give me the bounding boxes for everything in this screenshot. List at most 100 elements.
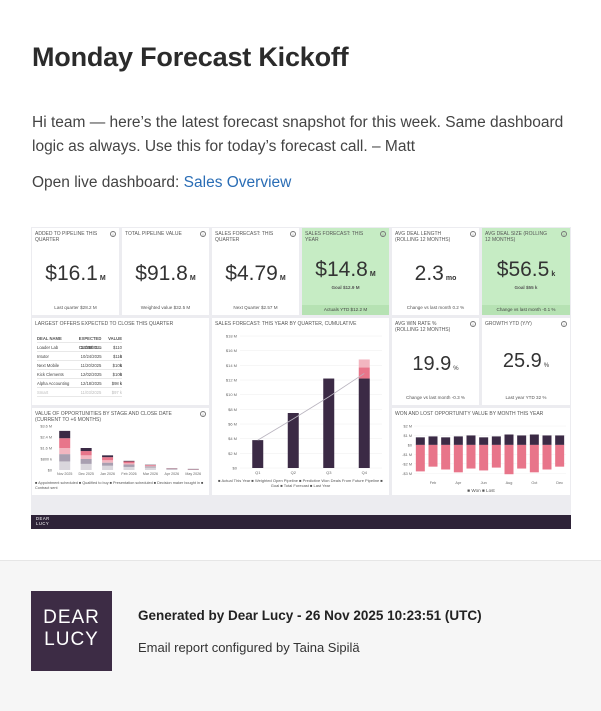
table-row[interactable]: Smart 11/03/2025 $97 k — [37, 388, 122, 397]
bar-won — [466, 435, 476, 445]
bar-lost — [555, 444, 565, 467]
kpi-value: $16.1 M — [32, 262, 119, 286]
bar-lost — [491, 444, 501, 468]
kpi-unit: M — [279, 275, 286, 282]
close-date: 12/02/2025 — [80, 372, 102, 377]
table-row[interactable]: Loader Lab 10/28/2025 $110 k — [37, 343, 122, 359]
bar-won — [542, 435, 552, 445]
forecast-chart: $18 M $16 M $14 M $12 M $10 M $8 M $6 M $4 M $2 … — [226, 334, 382, 475]
win-rate-title: AVG WIN RATE % (ROLLING 12 MONTHS) — [395, 321, 451, 333]
bar-segment — [123, 466, 135, 470]
wonlost-chart: $2 M $1 M $0 -$1 M -$2 M -$3 M Feb Apr Jun Aug Oct… — [402, 425, 566, 485]
bar-segment — [59, 461, 71, 470]
y-tick-label: $0 — [48, 469, 52, 473]
open-dashboard-line: Open live dashboard: Sales Overview — [32, 174, 291, 192]
kpi-title: SALES FORECAST: THIS QUARTER — [215, 231, 274, 243]
x-tick-label: Q2 — [291, 470, 297, 475]
y-tick-label: -$1 M — [402, 453, 412, 457]
stage-chart: $3.6 M $2.4 M $1.6 M $800 k $0 Nov 2025 Dec 20… — [40, 425, 201, 477]
bar-segment — [166, 469, 178, 470]
offers-table: DEAL NAME EXPECTED CLOSE D... VALUE Load… — [37, 334, 122, 397]
sales-overview-link[interactable]: Sales Overview — [183, 174, 292, 191]
y-tick-label: $2 M — [404, 425, 412, 429]
deal-name: Loader Lab — [37, 345, 59, 350]
x-tick-label: Oct — [531, 481, 538, 485]
kpi-unit: mo — [445, 275, 457, 282]
bar-segment — [123, 464, 135, 467]
kpi-number: $14.8 — [315, 258, 368, 281]
win-rate-unit: % — [453, 366, 459, 372]
info-icon: i — [380, 231, 386, 237]
x-tick-label: May 2026 — [185, 472, 201, 476]
x-tick-label: Dec 2025 — [78, 472, 93, 476]
x-tick-label: Jun — [481, 481, 487, 485]
y-tick-label: $8 M — [228, 407, 237, 412]
deal-value: $100 k — [112, 372, 122, 386]
goal-line — [257, 373, 365, 441]
table-row[interactable]: Alpha Accounting 12/18/2025 $98 k — [37, 379, 122, 388]
kpi-sub: Change vs last month 0.2 % — [406, 305, 465, 310]
bar-segment — [59, 430, 71, 439]
bar-total-forecast — [358, 359, 370, 368]
bar-lost — [504, 444, 514, 475]
deal-name: Next Mobile — [37, 363, 60, 368]
kpi-number: $91.8 — [135, 262, 188, 285]
table-row[interactable]: Intutor 10/24/2025 $110 k — [37, 352, 122, 368]
bar-lost — [529, 444, 539, 473]
stage-chart-title: VALUE OF OPPORTUNITIES BY STAGE AND CLOS… — [35, 411, 172, 423]
info-icon: i — [470, 321, 476, 327]
bar-segment — [102, 460, 114, 463]
y-tick-label: $6 M — [228, 422, 237, 427]
deal-value: $105 k — [112, 363, 122, 377]
y-tick-label: -$3 M — [402, 472, 412, 476]
x-tick-label: Feb 2026 — [121, 472, 136, 476]
x-tick-label: Mar 2026 — [143, 472, 158, 476]
x-tick-label: Jan 2026 — [100, 472, 115, 476]
table-row[interactable]: Kick Clements 12/02/2025 $100 k — [37, 370, 122, 386]
bar-segment — [80, 455, 92, 459]
bar-won — [428, 436, 438, 445]
bar-weighted-open-pipeline — [358, 367, 370, 379]
growth-unit: % — [543, 363, 550, 369]
table-row[interactable]: Next Mobile 11/20/2025 $105 k — [37, 361, 122, 377]
bar-won — [555, 435, 565, 445]
win-rate-number: 19.9 — [412, 353, 452, 375]
growth-card: GROWTH YTD (Y/Y) i 25.9% Last year YTD 3… — [482, 318, 570, 405]
wonlost-chart-card: WON AND LOST OPPORTUNITY VALUE BY MONTH … — [392, 408, 570, 495]
growth-value: 25.9% — [482, 350, 570, 373]
y-tick-label: $18 M — [226, 334, 237, 339]
kpi-number: $16.1 — [45, 262, 98, 285]
y-tick-label: $10 M — [226, 392, 237, 397]
y-tick-label: $2.4 M — [40, 436, 52, 440]
dashboard-snapshot[interactable]: ADDED TO PIPELINE THIS QUARTER i $16.1 M … — [31, 227, 571, 529]
bar-segment — [80, 451, 92, 456]
kpi-number: $56.5 — [496, 258, 550, 281]
wonlost-chart-title: WON AND LOST OPPORTUNITY VALUE BY MONTH … — [395, 411, 544, 417]
logo-line: LUCY — [44, 629, 99, 650]
bar-won — [504, 434, 514, 445]
bar-lost — [428, 444, 438, 467]
y-tick-label: $800 k — [41, 458, 53, 462]
growth-number: 25.9 — [502, 350, 542, 372]
email-intro: Hi team — here’s the latest forecast sna… — [32, 114, 564, 155]
kpi-card-deal-length: AVG DEAL LENGTH (ROLLING 12 MONTHS) i 2.… — [392, 228, 479, 315]
header-value: VALUE — [108, 336, 122, 341]
brand-line: DEAR — [36, 516, 50, 521]
bar-lost — [466, 444, 476, 469]
brand-line: LUCY — [36, 520, 50, 526]
bar-lost — [517, 444, 527, 469]
x-tick-label: Q3 — [326, 470, 332, 475]
bar-segment — [59, 448, 71, 455]
bar-won — [491, 436, 501, 445]
info-icon: i — [200, 411, 206, 417]
open-dashboard-label: Open live dashboard: — [32, 174, 180, 191]
close-date: 11/20/2025 — [80, 363, 102, 368]
dashboard-brand-logo: DEAR LUCY — [36, 516, 50, 526]
deal-value: $97 k — [111, 390, 122, 395]
kpi-card-total-pipeline: TOTAL PIPELINE VALUE i $91.8 M Weighted v… — [122, 228, 209, 315]
header-deal: DEAL NAME — [37, 336, 62, 341]
info-icon: i — [110, 231, 116, 237]
bar-segment — [102, 457, 114, 461]
y-tick-label: $1.6 M — [40, 447, 52, 451]
kpi-unit: M — [369, 271, 376, 278]
